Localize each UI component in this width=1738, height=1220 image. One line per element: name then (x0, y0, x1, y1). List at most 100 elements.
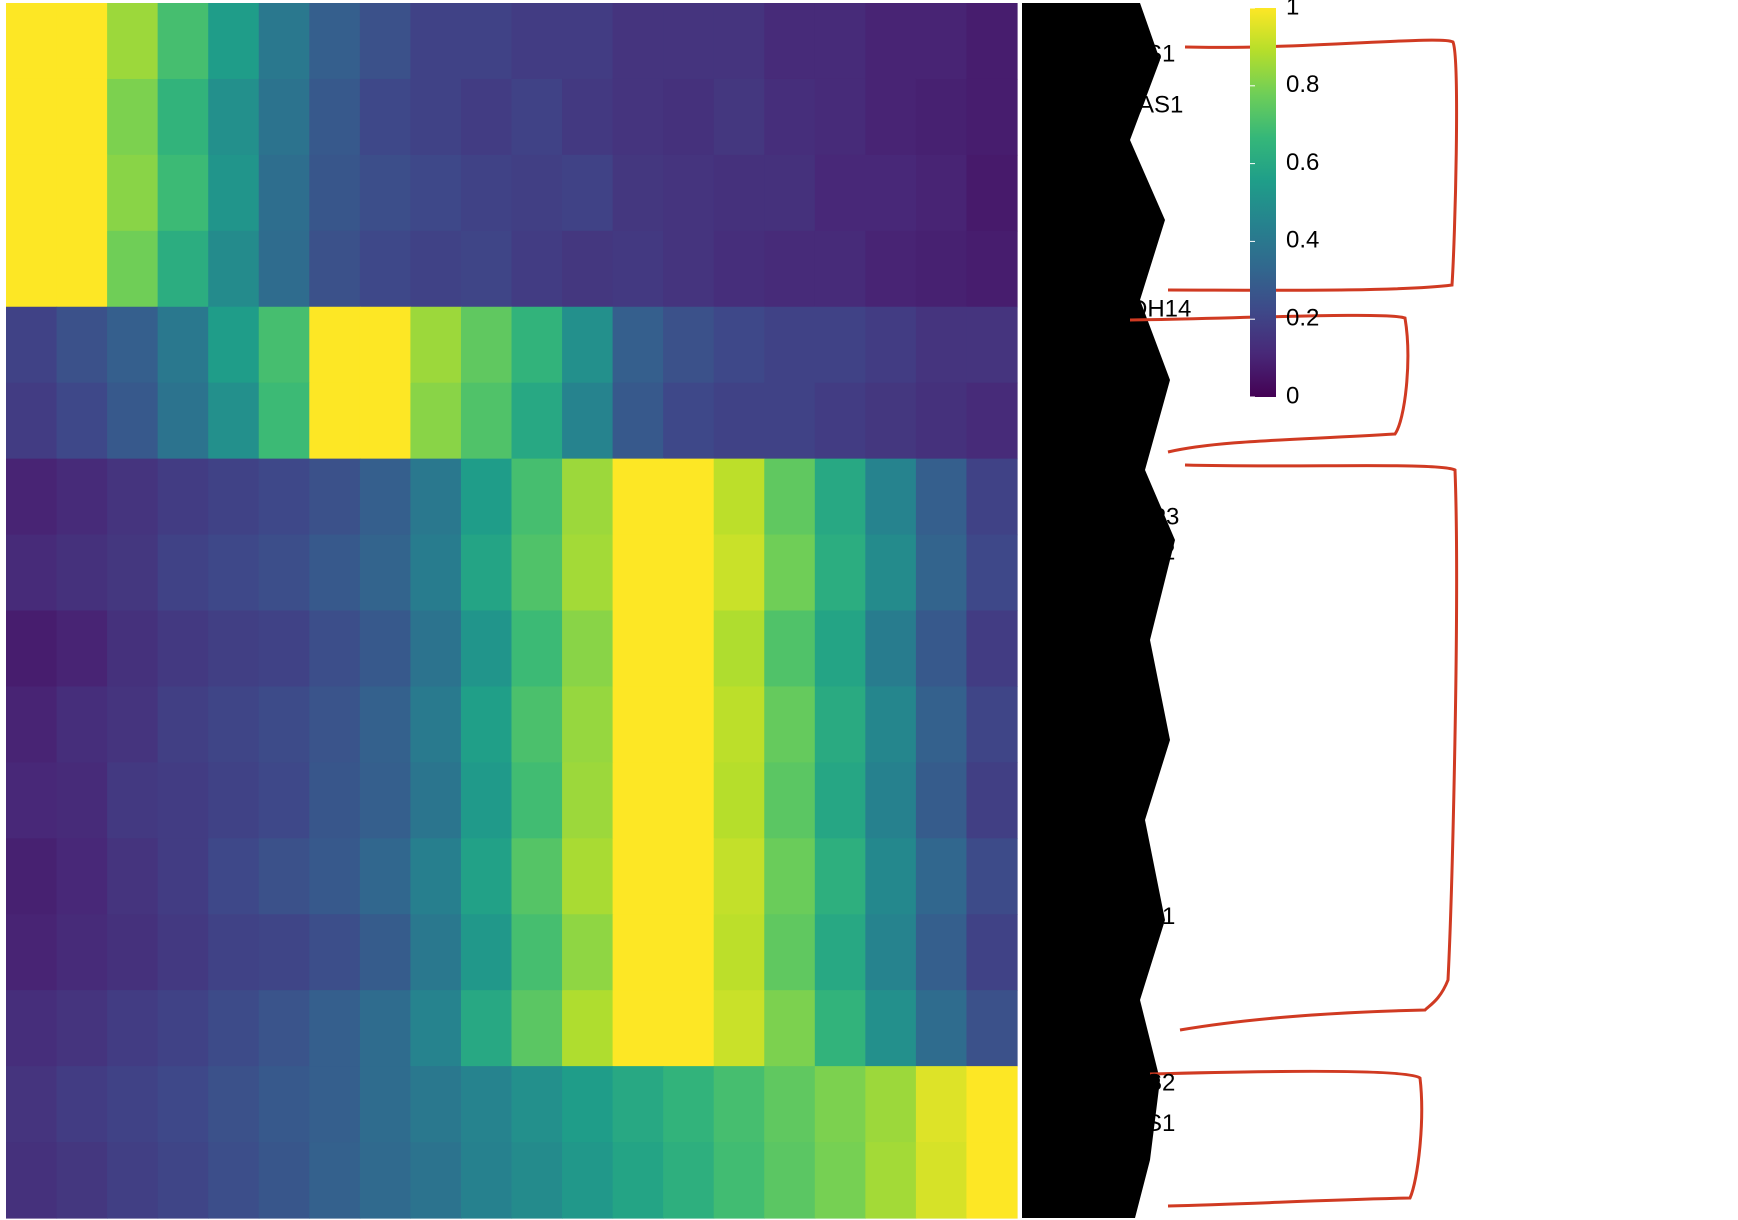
heatmap-cell (107, 838, 159, 915)
heatmap-cell (713, 78, 765, 156)
heatmap-cell (460, 78, 513, 156)
heatmap-cell (814, 458, 866, 536)
heatmap-cell (713, 3, 765, 80)
heatmap-cell (410, 306, 462, 384)
heatmap-cell (107, 686, 159, 763)
heatmap-cell (966, 1066, 1018, 1143)
heatmap-cell (713, 990, 765, 1067)
heatmap-cell (915, 762, 968, 839)
heatmap-cell (865, 78, 917, 156)
heatmap-cell (6, 610, 58, 688)
heatmap-cell (157, 610, 209, 688)
heatmap-cell (612, 686, 664, 763)
heatmap-cell (309, 382, 361, 460)
row-label: AS1 (1130, 903, 1175, 930)
heatmap-cell (56, 838, 108, 915)
heatmap-cell (56, 78, 108, 156)
heatmap-cell (157, 78, 209, 156)
heatmap-cell (865, 610, 917, 688)
heatmap-cell (814, 3, 866, 80)
heatmap-cell (460, 534, 513, 612)
heatmap-cell (359, 306, 411, 384)
heatmap-cell (915, 838, 968, 915)
heatmap-cell (764, 306, 816, 384)
heatmap-cell (612, 610, 664, 688)
heatmap-cell (511, 686, 563, 763)
heatmap-cell (107, 458, 159, 536)
heatmap-cell (359, 990, 411, 1067)
heatmap-cell (562, 78, 614, 156)
heatmap-cell (713, 686, 765, 763)
heatmap-cell (713, 762, 765, 839)
heatmap-cell (6, 306, 58, 384)
heatmap-cell (157, 458, 209, 536)
heatmap-cell (814, 838, 866, 915)
heatmap-cell (562, 1142, 614, 1219)
heatmap-cell (359, 914, 411, 991)
heatmap-cell (157, 1142, 209, 1219)
heatmap-cell (410, 382, 462, 460)
heatmap-cell (562, 458, 614, 536)
heatmap-cell (460, 1142, 513, 1219)
legend-tick-label: 0.2 (1286, 305, 1319, 332)
heatmap-cell (6, 1142, 58, 1219)
heatmap-cell (157, 1066, 209, 1143)
heatmap-cell (764, 838, 816, 915)
heatmap-cell (966, 914, 1018, 991)
heatmap-cell (814, 686, 866, 763)
heatmap-cell (966, 1142, 1018, 1219)
heatmap-cell (511, 914, 563, 991)
heatmap-cell (663, 306, 715, 384)
heatmap-cell (460, 3, 513, 80)
heatmap-cell (814, 78, 866, 156)
heatmap-cell (107, 306, 159, 384)
heatmap-cell (208, 1066, 260, 1143)
heatmap-cell (6, 458, 58, 536)
heatmap-cell (562, 382, 614, 460)
heatmap-cell (460, 306, 513, 384)
heatmap-cell (410, 686, 462, 763)
heatmap-cell (865, 1066, 917, 1143)
heatmap-cell (562, 610, 614, 688)
heatmap-cell (966, 534, 1018, 612)
heatmap-cell (359, 3, 411, 80)
heatmap-cell (663, 78, 715, 156)
heatmap-cell (208, 78, 260, 156)
heatmap-cell (562, 3, 614, 80)
heatmap-cell (562, 990, 614, 1067)
heatmap-cell (612, 458, 664, 536)
heatmap-cell (612, 382, 664, 460)
heatmap-cell (915, 686, 968, 763)
heatmap-cell (612, 534, 664, 612)
heatmap-cell (511, 534, 563, 612)
heatmap-cell (915, 382, 968, 460)
heatmap-cell (258, 914, 310, 991)
heatmap-cell (56, 990, 108, 1067)
heatmap-cell (865, 306, 917, 384)
bracket (1129, 313, 1410, 454)
row-label: AS1 (1130, 41, 1175, 68)
heatmap-cell (107, 1066, 159, 1143)
heatmap-cell (157, 230, 209, 308)
heatmap-cell (865, 154, 917, 232)
heatmap-cell (208, 458, 260, 536)
heatmap-cell (663, 382, 715, 460)
heatmap-cell (562, 838, 614, 915)
heatmap-cell (157, 382, 209, 460)
heatmap-cell (764, 914, 816, 991)
heatmap-cell (359, 610, 411, 688)
heatmap-cell (814, 990, 866, 1067)
heatmap-cell (460, 686, 513, 763)
heatmap-cell (258, 686, 310, 763)
heatmap-cell (56, 1066, 108, 1143)
heatmap-cell (612, 3, 664, 80)
heatmap-cell (966, 306, 1018, 384)
heatmap-cell (511, 1142, 563, 1219)
row-label: -AS1 (1130, 92, 1183, 119)
heatmap-cell (359, 382, 411, 460)
legend-tick-label: 0 (1286, 382, 1299, 409)
heatmap-cell (915, 458, 968, 536)
heatmap-cell (966, 762, 1018, 839)
heatmap-cell (562, 230, 614, 308)
